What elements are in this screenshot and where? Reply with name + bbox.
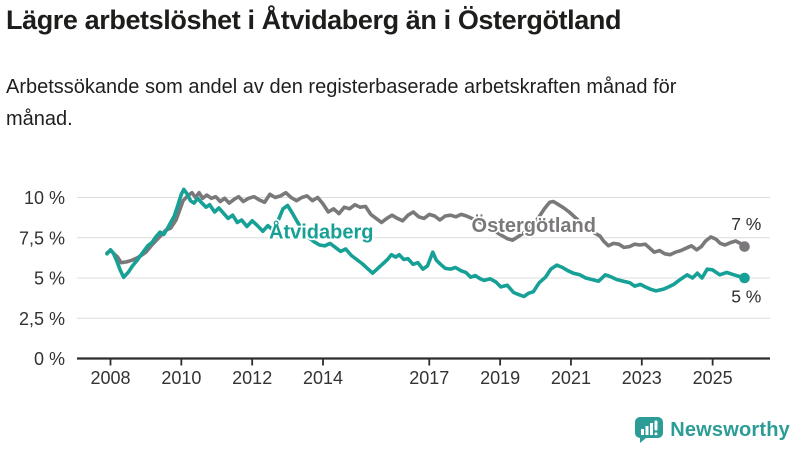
x-axis-tick-label: 2021: [551, 368, 591, 388]
branding-footer: Newsworthy: [635, 417, 790, 443]
newsworthy-logo-icon: [635, 417, 664, 443]
y-axis-tick-label: 7,5 %: [19, 228, 65, 248]
x-axis-tick-label: 2017: [409, 368, 449, 388]
brand-name: Newsworthy: [670, 418, 790, 441]
page-title: Lägre arbetslöshet i Åtvidaberg än i Öst…: [6, 5, 622, 35]
series-line-ostergotland: [105, 190, 747, 265]
series-end-dot-ostergotland: [739, 241, 750, 252]
y-axis-tick-label: 0 %: [34, 349, 65, 369]
page-subtitle: Arbetssökande som andel av den registerb…: [6, 76, 677, 130]
series-line-atvidaberg: [105, 187, 747, 299]
series-end-dot-atvidaberg: [739, 272, 750, 284]
x-axis-tick-label: 2023: [622, 368, 662, 388]
end-value-label-atvidaberg: 5 %: [731, 287, 761, 307]
y-axis-tick-label: 5 %: [34, 269, 65, 289]
x-axis-tick-label: 2012: [232, 368, 272, 388]
series-label-ostergotland: Östergötland: [472, 214, 596, 237]
x-axis-tick-label: 2008: [90, 368, 130, 388]
x-axis-tick-label: 2019: [480, 368, 520, 388]
end-value-label-ostergotland: 7 %: [731, 214, 761, 234]
y-axis-tick-label: 2,5 %: [19, 309, 65, 329]
x-axis-tick-label: 2025: [693, 368, 733, 388]
series-label-atvidaberg: Åtvidaberg: [269, 219, 373, 243]
y-axis-tick-label: 10 %: [24, 188, 65, 208]
x-axis-tick-label: 2010: [161, 368, 201, 388]
x-axis-tick-label: 2014: [303, 368, 343, 388]
